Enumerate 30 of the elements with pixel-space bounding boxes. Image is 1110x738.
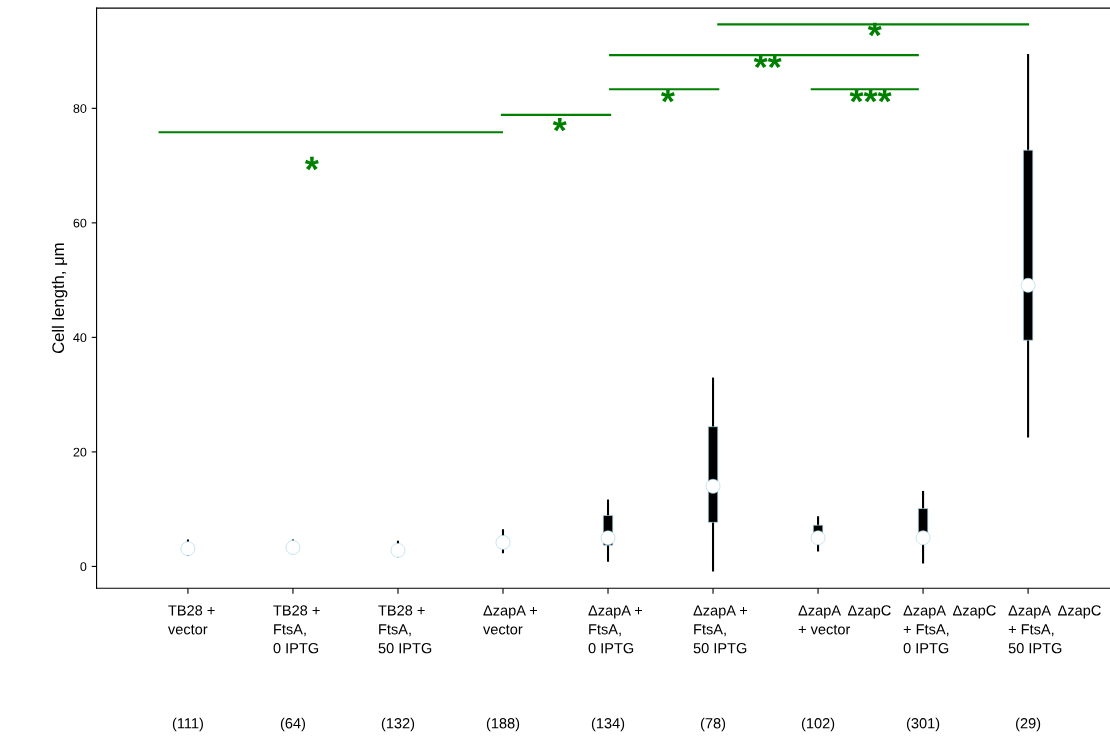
text: (134) [591,717,625,732]
x-tick-label: TB28 + FtsA, 50 IPTG [378,605,432,654]
annotation: * [660,88,675,103]
text: (102) [801,717,835,732]
x-tick-label: ΔzapA ΔzapC + vector [798,605,891,635]
annotation: * [867,22,882,37]
x-tick-label: TB28 + vector [167,605,215,635]
y-tick-label: 0 [80,562,87,572]
x-tick-label: ΔzapA ΔzapC + FtsA, 50 IPTG [1008,605,1101,654]
y-tick-label: 40 [73,333,87,343]
x-tick-label: TB28 + FtsA, 0 IPTG [273,605,320,654]
text: (29) [1016,717,1041,732]
y-axis-title: Cell length, μm [51,243,68,354]
text: (78) [700,717,726,732]
text: (132) [381,717,415,732]
annotation: *** [849,88,892,103]
text: (301) [906,717,940,732]
text: (111) [172,717,203,732]
text: (188) [486,717,520,732]
annotation: ** [753,54,782,69]
annotation: * [552,117,567,132]
y-tick-label: 80 [73,104,87,113]
annotation: * [304,156,319,171]
y-tick-label: 60 [73,218,87,228]
x-tick-label: ΔzapA + vector [483,605,538,635]
x-tick-label: ΔzapA + FtsA, 0 IPTG [588,605,643,654]
x-tick-label: ΔzapA + FtsA, 50 IPTG [693,605,748,654]
x-tick-label: ΔzapA ΔzapC + FtsA, 0 IPTG [903,605,996,654]
y-tick-label: 20 [73,447,87,457]
text: (64) [280,717,306,732]
